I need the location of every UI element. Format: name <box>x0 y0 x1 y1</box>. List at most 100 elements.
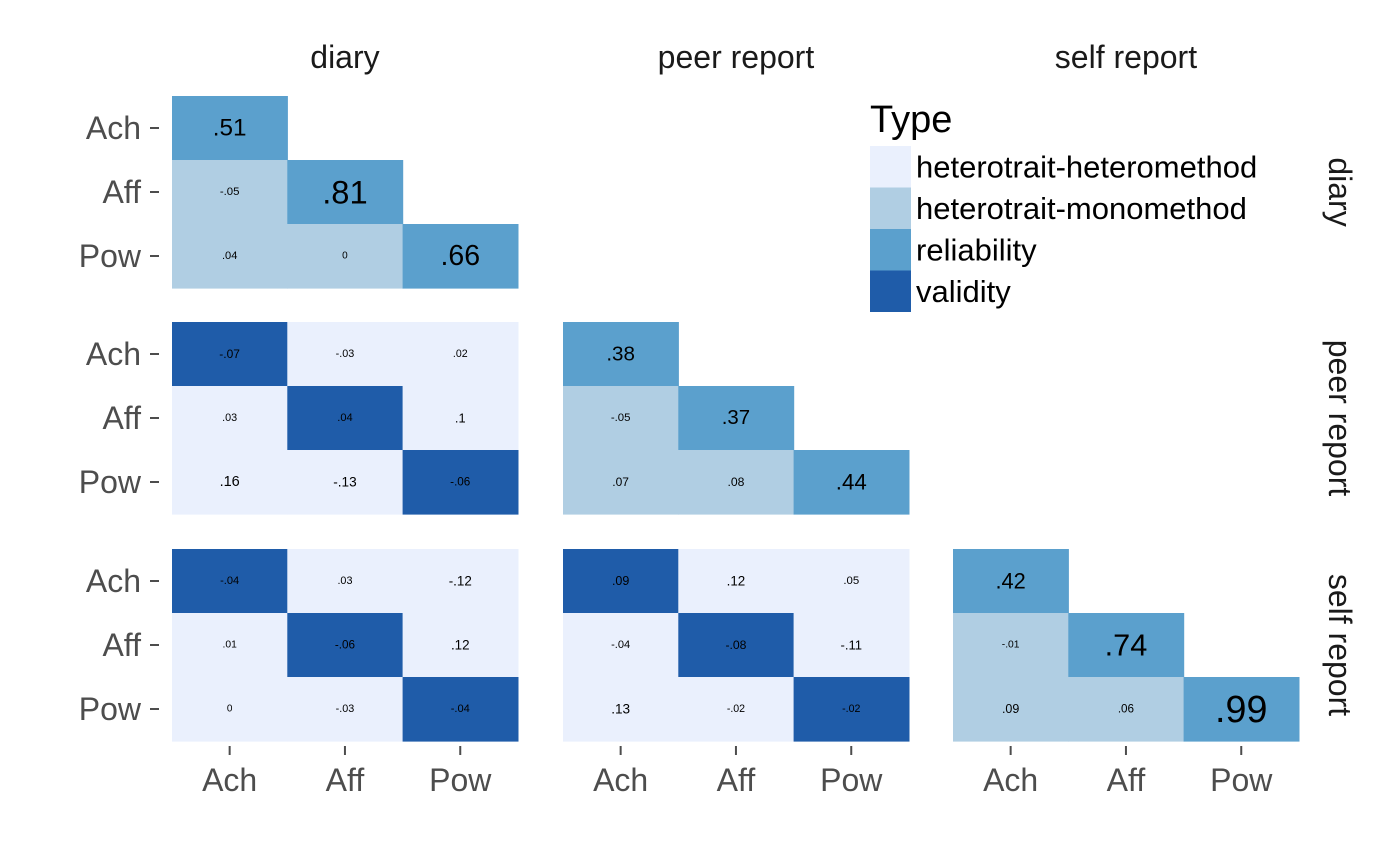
x-axis-tick-label: Ach <box>593 762 648 798</box>
heatmap-cell <box>793 549 910 614</box>
y-axis-tick-label: Pow <box>79 464 142 500</box>
y-axis-tick-label: Pow <box>79 691 142 727</box>
heatmap-cell <box>402 224 519 289</box>
heatmap-cell <box>678 613 795 678</box>
legend-item-label: reliability <box>916 233 1037 268</box>
cell-value-label: .08 <box>727 475 744 489</box>
heatmap-cell <box>287 450 404 515</box>
cell-value-label: .38 <box>606 343 635 366</box>
legend-item-label: heterotrait-monomethod <box>916 191 1247 226</box>
y-axis-tick-label: Pow <box>79 238 142 274</box>
cell-value-label: .02 <box>453 348 468 360</box>
heatmap-cell <box>172 224 288 289</box>
cell-value-label: .74 <box>1105 628 1148 663</box>
cell-value-label: -.08 <box>725 638 746 652</box>
heatmap-cell <box>1183 677 1300 742</box>
cell-value-label: .42 <box>995 569 1025 594</box>
cell-value-label: .06 <box>1118 703 1134 716</box>
x-axis-tick-label: Pow <box>429 762 492 798</box>
heatmap-cell <box>1068 677 1185 742</box>
y-axis-tick-label: Ach <box>86 336 141 372</box>
heatmap-cell <box>287 160 404 225</box>
heatmap-cell <box>287 549 404 614</box>
heatmap-cell <box>678 549 795 614</box>
heatmap-cell <box>793 450 910 515</box>
heatmap-cell <box>172 450 288 515</box>
heatmap-cell <box>287 224 404 289</box>
cell-value-label: -.06 <box>335 639 355 652</box>
cell-value-label: .09 <box>612 574 629 588</box>
x-axis-tick-label: Aff <box>717 762 756 798</box>
x-axis-tick-label: Ach <box>983 762 1038 798</box>
cell-value-label: -.05 <box>220 186 240 198</box>
y-axis-tick-label: Aff <box>102 627 141 663</box>
legend-item-label: heterotrait-heteromethod <box>916 150 1257 185</box>
column-facet-label: peer report <box>658 39 815 75</box>
cell-value-label: .51 <box>213 115 247 142</box>
heatmap-cell <box>563 613 679 678</box>
cell-value-label: -.02 <box>727 703 745 715</box>
heatmap-cell <box>953 613 1069 678</box>
cell-value-label: -.06 <box>450 476 470 489</box>
legend-title: Type <box>870 99 952 141</box>
x-axis-tick-label: Aff <box>1107 762 1146 798</box>
y-axis-tick-label: Aff <box>102 174 141 210</box>
legend-swatch <box>870 146 911 188</box>
heatmap-cell <box>563 677 679 742</box>
heatmap-cell <box>678 677 795 742</box>
y-axis-tick-label: Ach <box>86 563 141 599</box>
heatmap-cell <box>287 677 404 742</box>
cell-value-label: 0 <box>342 251 348 262</box>
cell-value-label: .05 <box>843 575 859 587</box>
heatmap-cell <box>172 613 288 678</box>
y-axis-tick-label: Ach <box>86 110 141 146</box>
y-axis-tick-label: Aff <box>102 400 141 436</box>
cell-value-label: -.07 <box>219 347 240 361</box>
heatmap-cell <box>287 386 404 451</box>
cell-value-label: -.02 <box>842 703 860 715</box>
heatmap-cell <box>402 322 519 387</box>
heatmap-cell <box>402 386 519 451</box>
cell-value-label: -.04 <box>220 575 239 587</box>
heatmap-cell <box>287 613 404 678</box>
legend-swatch <box>870 187 911 229</box>
heatmap-cell <box>172 96 288 161</box>
cell-value-label: .1 <box>455 411 466 426</box>
legend-swatch <box>870 270 911 312</box>
cell-value-label: .99 <box>1215 688 1267 730</box>
heatmap-cell <box>1068 613 1185 678</box>
heatmap-cell <box>563 322 679 387</box>
row-facet-label: peer report <box>1322 340 1358 497</box>
heatmap-cell <box>793 677 910 742</box>
x-axis-tick-label: Pow <box>1210 762 1273 798</box>
heatmap-cell <box>793 613 910 678</box>
column-facet-label: diary <box>310 39 379 75</box>
cell-value-label: .12 <box>727 574 746 589</box>
heatmap-cell <box>563 549 679 614</box>
heatmap-cell <box>402 613 519 678</box>
cell-value-label: .16 <box>220 474 240 490</box>
cell-value-label: .07 <box>612 475 629 489</box>
cell-value-label: .12 <box>451 638 470 653</box>
row-facet-label: diary <box>1322 157 1358 226</box>
heatmap-cell <box>402 450 519 515</box>
heatmap-cell <box>172 322 288 387</box>
cell-value-label: .13 <box>611 702 630 717</box>
cell-value-label: -.13 <box>333 475 356 490</box>
cell-value-label: .81 <box>322 174 367 211</box>
cell-value-label: .03 <box>337 575 352 587</box>
cell-value-label: -.05 <box>611 412 631 424</box>
heatmap-cell <box>563 386 679 451</box>
row-facet-label: self report <box>1322 574 1358 716</box>
cell-value-label: -.04 <box>451 703 470 715</box>
heatmap-cell <box>953 549 1069 614</box>
legend-item-label: validity <box>916 274 1011 309</box>
heatmap-cell <box>953 677 1069 742</box>
column-facet-label: self report <box>1055 39 1197 75</box>
heatmap-cell <box>402 677 519 742</box>
heatmap-cell <box>172 160 288 225</box>
heatmap-cell <box>287 322 404 387</box>
heatmap-cell <box>402 549 519 614</box>
heatmap-cell <box>172 386 288 451</box>
